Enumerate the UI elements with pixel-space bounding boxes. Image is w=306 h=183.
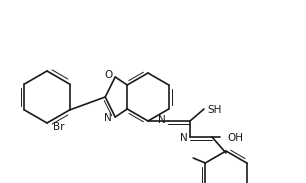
Text: N: N (158, 115, 166, 125)
Text: O: O (104, 70, 112, 80)
Text: N: N (104, 113, 112, 123)
Text: N: N (180, 133, 188, 143)
Text: SH: SH (207, 105, 221, 115)
Text: Br: Br (53, 122, 65, 132)
Text: OH: OH (227, 133, 243, 143)
